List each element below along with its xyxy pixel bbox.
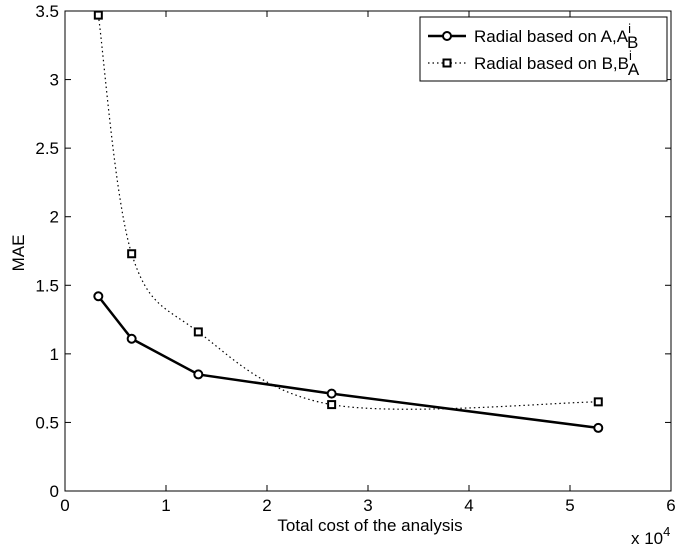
plot-area xyxy=(64,10,672,492)
x-tick-label: 1 xyxy=(161,496,170,515)
legend-label: Radial based on B,Bi A xyxy=(474,48,640,79)
legend-sample xyxy=(428,31,466,41)
legend-label-superscript: i xyxy=(628,21,631,36)
data-point xyxy=(193,369,204,380)
data-point xyxy=(593,422,604,433)
series-2 xyxy=(93,10,603,410)
series-1 xyxy=(93,291,604,433)
y-tick-label: 3 xyxy=(50,71,59,90)
legend-label-text: Radial based on B,B xyxy=(474,54,629,73)
y-tick-label: 1 xyxy=(50,345,59,364)
x-tick-label: 6 xyxy=(666,496,675,515)
plot-frame xyxy=(64,10,672,492)
data-point xyxy=(593,397,603,407)
y-tick-label: 0.5 xyxy=(35,413,59,432)
series-layer xyxy=(93,10,604,433)
legend-marker xyxy=(442,58,452,68)
legend-box xyxy=(419,16,668,82)
data-point xyxy=(126,333,137,344)
legend-label-text: Radial based on A,A xyxy=(474,27,629,46)
x-exponent-base: x 10 xyxy=(631,529,663,547)
legend-label-superscript: i xyxy=(629,48,632,63)
data-point xyxy=(326,388,337,399)
x-tick-label: 4 xyxy=(464,496,473,515)
data-point xyxy=(193,327,203,337)
y-tick-label: 1.5 xyxy=(35,276,59,295)
x-tick-label: 3 xyxy=(363,496,372,515)
legend-label: Radial based on A,Ai B xyxy=(474,21,638,52)
y-axis-label: MAE xyxy=(9,235,28,272)
y-tick-label: 2.5 xyxy=(35,139,59,158)
y-tick-label: 2 xyxy=(50,208,59,227)
x-tick-label: 5 xyxy=(565,496,574,515)
legend-label-subscript: A xyxy=(628,60,640,79)
y-axis-ticks: 0 0.5 1 1.5 2 2.5 3 3.5 xyxy=(35,2,671,501)
data-point xyxy=(327,400,337,410)
x-axis-exponent: x 104 xyxy=(631,524,670,547)
x-tick-label: 0 xyxy=(60,496,69,515)
x-tick-label: 2 xyxy=(262,496,271,515)
y-tick-label: 0 xyxy=(50,482,59,501)
legend-sample xyxy=(428,58,466,68)
y-tick-label: 3.5 xyxy=(35,2,59,21)
x-exponent-power: 4 xyxy=(663,524,670,539)
x-axis-label: Total cost of the analysis xyxy=(277,516,462,535)
data-point xyxy=(93,10,103,20)
data-point xyxy=(127,249,137,259)
x-axis-ticks: 0 1 2 3 4 5 6 xyxy=(60,11,676,515)
legend-label-subscript: B xyxy=(627,33,638,52)
legend-marker xyxy=(442,31,452,41)
data-point xyxy=(93,291,104,302)
